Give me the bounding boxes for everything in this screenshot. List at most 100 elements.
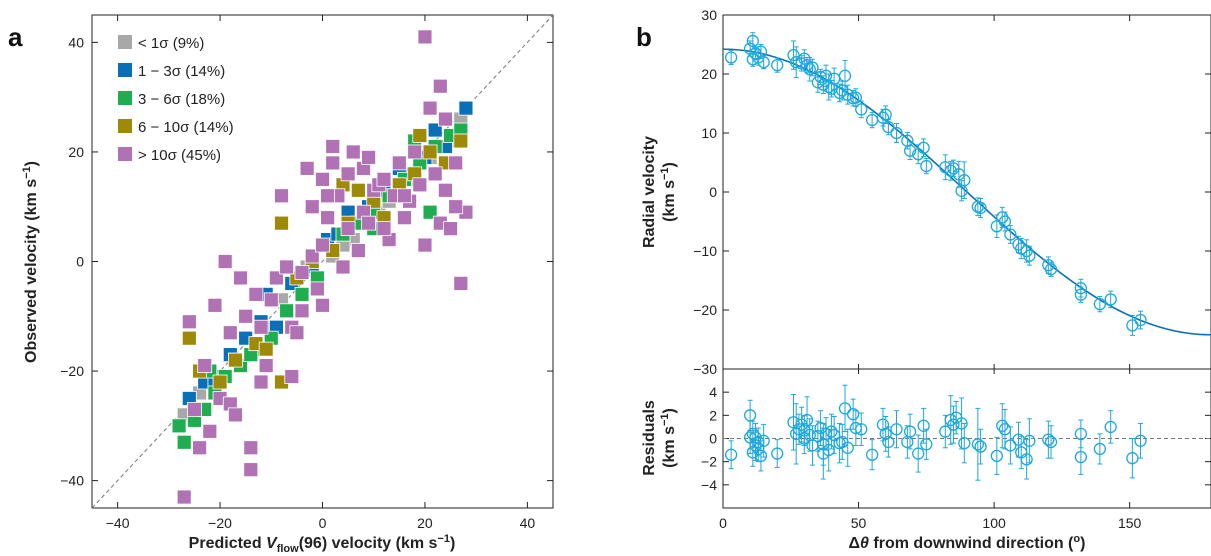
panel-a-y-tick-label: −20 [60,363,84,379]
panel-b-residual-point [754,449,768,463]
panel-a-point-series-4 [417,29,433,45]
panel-b-top-point [757,56,770,69]
panel-b-top-y-tick-label: 30 [701,7,717,23]
panel-a-point-series-4 [422,100,438,116]
panel-b-residual-point [757,434,770,447]
panel-b-top-point [849,91,862,104]
panel-b-residual-point [876,418,890,431]
panel-a-point-series-4 [253,319,269,335]
panel-b-residual-point [974,440,987,453]
panel-b-top-y-tick-label: 0 [709,184,717,200]
panel-a-point-series-4 [453,276,469,291]
panel-b-top-point [833,86,846,100]
panel-b-residual-point [1020,453,1033,466]
panel-a-point-series-4 [397,188,412,204]
panel-b-top-point [724,51,738,64]
panel-a-point-series-4 [181,314,197,330]
panel-a-point-series-3 [422,144,438,160]
panel-b-top-y-tick-label: −20 [693,302,717,318]
panel-a-legend-swatch [118,147,132,161]
panel-a-x-tick-label: 40 [520,515,536,531]
panel-a-point-series-4 [315,171,330,187]
panel-b-top-y-tick-label: −30 [693,361,717,377]
panel-b-top-point [917,141,930,154]
panel-a-x-tick-label: 0 [319,515,327,531]
panel-b-residual-point [865,448,879,461]
y-label-pre: Observed velocity (km s [23,179,40,363]
panel-b-top-point [1093,297,1106,311]
panel-a-point-series-4 [361,150,377,165]
panel-a-point-series-4 [417,237,433,253]
panel-a-y-ticks: −40 −20 0 20 40 [60,34,553,489]
panel-b-residual-point [958,436,971,450]
panel-a-point-series-2 [422,204,438,220]
panel-b-residual-point [855,423,868,436]
panel-b-top-y-tick-label: 10 [701,125,717,141]
panel-a-point-series-4 [233,270,248,286]
panel-b-top-points [724,32,1147,336]
panel-a-legend-swatch [118,63,132,77]
panel-a-point-series-4 [263,292,279,308]
x-label-sup: −1 [437,533,450,545]
panel-a-legend-swatch [118,35,132,49]
panel-b-residual-point [846,408,860,421]
panel-b-residual-point [1074,450,1088,464]
panel-a-point-series-4 [397,210,412,226]
panel-b-x-tick-label: 50 [851,515,867,531]
panel-b-residual-point [990,449,1003,463]
panel-b-residual-point [955,417,968,430]
panel-a-y-tick-label: −40 [60,473,84,489]
panel-b-top-point [1023,249,1036,262]
panel-a-point-series-4 [315,297,330,313]
panel-b-residual-point [971,438,984,451]
panel-a-point-series-4 [325,139,341,154]
panel-a-point-series-4 [432,78,448,94]
panel-a-point-series-3 [453,133,469,149]
panel-b-residual-point [841,441,854,454]
bot-ylabel-sup: −1 [659,413,671,426]
panel-a-point-series-4 [243,462,259,478]
bx-post: from downwind direction ( [869,535,1074,552]
top-ylabel-pre: (km s [661,180,678,222]
panel-a-legend-swatch [118,119,132,133]
bot-ylabel-end: ) [661,408,678,413]
panel-a-point-series-4 [320,210,336,226]
panel-a-point-series-4 [309,281,325,297]
panel-b-residual-point [825,425,838,438]
panel-a-point-series-4 [335,259,351,275]
panel-a-point-series-4 [299,160,315,176]
panel-a-point-series-4 [207,297,223,313]
panel-a-scatter: −40 −20 0 20 40 −40 −20 0 20 40 < 1σ (9%) 1 − 3σ … [21,14,554,555]
panel-a-point-series-4 [448,199,464,215]
panel-a-point-series-4 [279,259,295,275]
panel-b-bottom-y-label-line1: Residuals [641,400,658,476]
panel-b-top-y-tick-label: −10 [693,243,717,259]
panel-b-top-point [819,69,833,82]
panel-a-x-tick-label: −40 [106,515,130,531]
panel-a-point-series-4 [192,440,207,456]
panel-b-top-point [771,59,784,72]
panel-a-legend-label: 6 − 10σ (14%) [138,119,234,136]
panel-a-legend-swatch [118,91,132,105]
panel-b-bottom-y-tick-label: −2 [701,454,717,470]
panel-b-top-y-tick-label: 20 [701,66,717,82]
panel-a-point-series-4 [258,358,274,373]
panel-a-point-series-4 [202,423,218,439]
panel-a-legend-label: 1 − 3σ (14%) [138,63,225,80]
panel-a-point-series-4 [197,358,213,373]
panel-a-point-series-4 [325,155,341,171]
panel-a-point-series-3 [228,352,243,368]
panel-b-top-y-label-line2: (km s−1) [659,162,678,222]
panel-b-top-point [838,69,852,82]
panel-a-point-series-4 [294,303,310,319]
panel-a-point-series-1 [458,100,474,116]
panel-b-top-point [882,120,895,134]
panel-b-top-point [920,159,933,173]
panel-b-bottom-y-tick-label: 0 [709,431,717,447]
x-label-sub: flow [277,543,299,555]
panel-a-point-series-4 [345,144,361,160]
panel-a-point-series-4 [438,182,453,198]
bx-var: θ [860,535,869,552]
panel-a-point-series-3 [412,128,428,143]
